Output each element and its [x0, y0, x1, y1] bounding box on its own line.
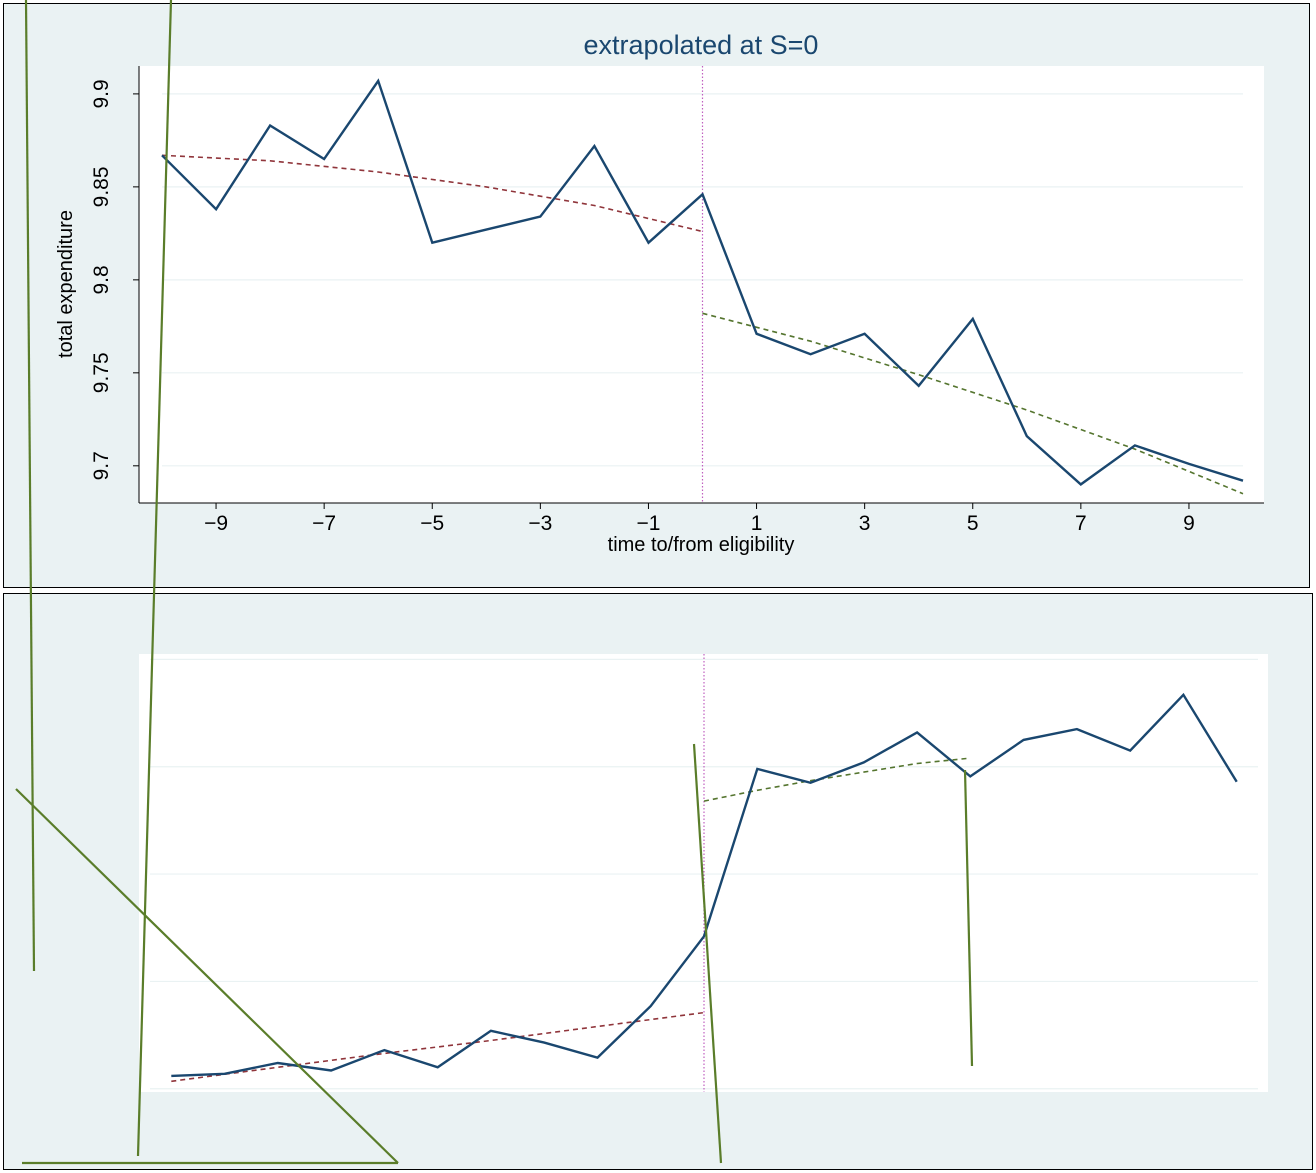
bottom-chart-panel — [3, 593, 1313, 1170]
x-tick-label-4: −1 — [636, 512, 660, 535]
x-tick-label-3: −3 — [528, 512, 552, 535]
x-tick-label-0: −9 — [204, 512, 228, 535]
top-chart-panel: 9.7 9.75 9.8 9.85 9.9 −9 −7 −5 −3 −1 1 3 5 7 9 extrap… — [3, 3, 1310, 588]
top-y-ticks: 9.7 9.75 9.8 9.85 9.9 — [90, 79, 139, 480]
overlay-stroke-right — [963, 769, 974, 1067]
bottom-main-line — [171, 692, 1238, 1078]
top-plot-area — [139, 66, 1264, 503]
x-tick-label-2: −5 — [420, 512, 444, 535]
y-tick-label-3: 9.85 — [90, 166, 113, 207]
top-x-ticks: −9 −7 −5 −3 −1 1 3 5 7 9 — [204, 503, 1195, 535]
top-expenditure-line — [161, 78, 1244, 486]
top-panel-border — [3, 3, 1310, 588]
y-tick-label-0: 9.7 — [90, 451, 113, 480]
y-tick-label-4: 9.9 — [90, 79, 113, 108]
overlay-annotation-strokes — [15, 0, 974, 1165]
top-post-fit-line — [702, 312, 1244, 495]
overlay-stroke-left-vertical — [24, 0, 36, 972]
x-tick-label-6: 3 — [859, 512, 871, 535]
top-pre-fit-line — [161, 154, 703, 233]
overlay-stroke-long-diagonal — [136, 0, 173, 1157]
y-tick-label-2: 9.8 — [90, 265, 113, 294]
top-y-axis-title: total expenditure — [55, 210, 77, 358]
bottom-post-fit-line — [703, 757, 971, 802]
bottom-panel-border — [3, 593, 1313, 1170]
x-tick-label-1: −7 — [312, 512, 336, 535]
x-tick-label-8: 7 — [1075, 512, 1087, 535]
y-tick-label-1: 9.75 — [90, 352, 113, 393]
top-gridlines — [162, 93, 1243, 467]
overlay-stroke-center — [692, 743, 723, 1164]
x-tick-label-5: 1 — [751, 512, 763, 535]
x-tick-label-7: 5 — [967, 512, 979, 535]
top-chart-title: extrapolated at S=0 — [584, 30, 819, 60]
top-x-axis-title: time to/from eligibility — [608, 534, 795, 556]
overlay-stroke-triangle-diagonal — [15, 788, 399, 1164]
x-tick-label-9: 9 — [1183, 512, 1195, 535]
